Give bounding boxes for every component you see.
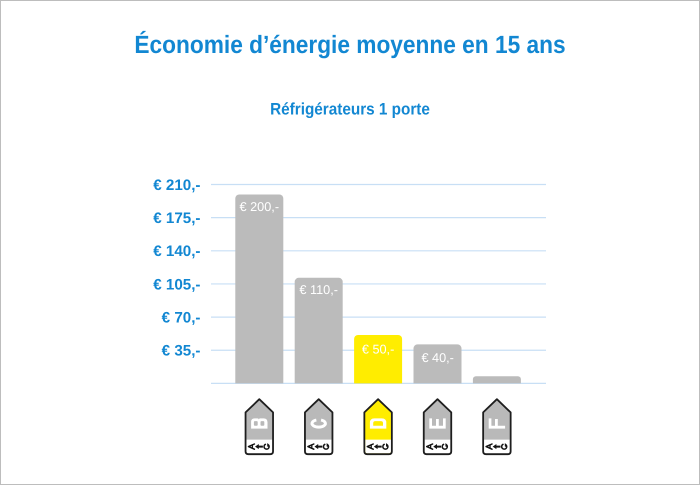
svg-text:€ 110,-: € 110,- <box>299 283 338 297</box>
svg-text:€ 50,-: € 50,- <box>362 342 394 356</box>
svg-text:€ 40,-: € 40,- <box>421 351 453 365</box>
svg-text:€ 105,-: € 105,- <box>153 276 200 293</box>
svg-text:€ 35,-: € 35,- <box>162 343 201 360</box>
svg-text:€ 200,-: € 200,- <box>240 200 280 214</box>
svg-text:Réfrigérateurs 1 porte: Réfrigérateurs 1 porte <box>270 100 430 119</box>
svg-text:€ 210,-: € 210,- <box>153 177 200 194</box>
svg-text:€ 140,-: € 140,- <box>153 243 200 260</box>
svg-text:€ 70,-: € 70,- <box>162 310 201 327</box>
svg-text:Économie d’énergie moyenne en: Économie d’énergie moyenne en 15 ans <box>134 30 565 59</box>
svg-text:€ 175,-: € 175,- <box>153 210 200 227</box>
